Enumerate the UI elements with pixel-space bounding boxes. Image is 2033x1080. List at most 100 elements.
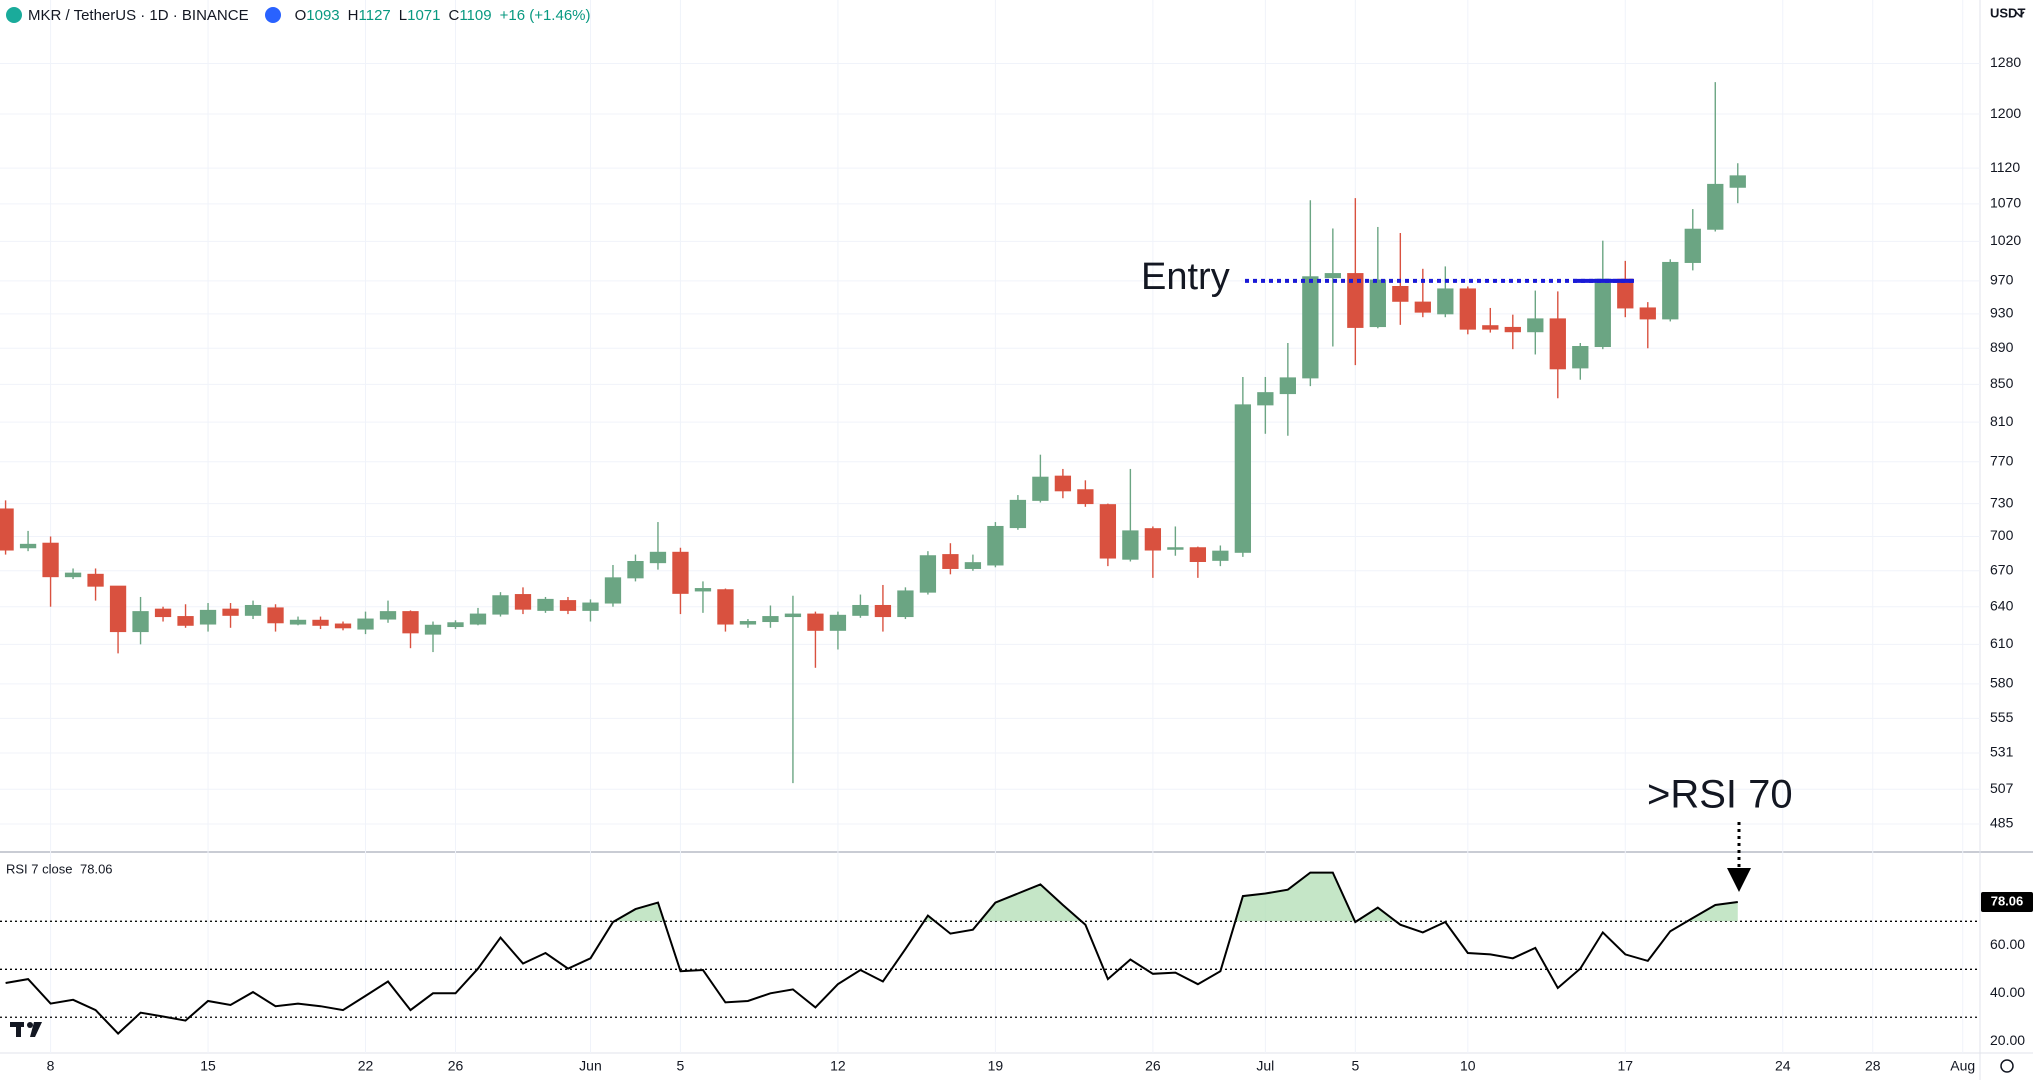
y-tick-label: 1200: [1990, 105, 2021, 121]
y-tick-label: 770: [1990, 452, 2014, 468]
y-tick-label: 930: [1990, 305, 2014, 321]
candle-body: [762, 616, 779, 623]
candle-body: [1617, 278, 1634, 309]
candle-body: [1662, 261, 1679, 320]
ohlc-label: H: [347, 6, 359, 24]
candle-body: [154, 608, 172, 618]
candle-body: [1639, 307, 1656, 320]
candle-body: [1414, 301, 1431, 313]
x-tick-label: 5: [677, 1058, 685, 1074]
candle-body: [0, 508, 14, 551]
x-tick-label: 22: [358, 1058, 374, 1074]
candle-body: [64, 572, 82, 578]
y-tick-label: 1070: [1990, 195, 2021, 211]
candle-body: [649, 551, 667, 564]
x-tick-label: 10: [1460, 1058, 1476, 1074]
candle-body: [807, 613, 824, 631]
candle-body: [289, 619, 307, 625]
candle-body: [492, 595, 509, 615]
candle-body: [312, 619, 329, 626]
ohlc-item: C1109: [448, 7, 491, 24]
candle-body: [987, 525, 1004, 566]
symbol-icon: [6, 7, 22, 23]
symbol-title[interactable]: MKR / TetherUS · 1D · BINANCE: [28, 6, 249, 24]
rsi-title: RSI 7 close: [6, 861, 72, 876]
rsi-current-value: 78.06: [80, 861, 113, 876]
ohlc-label: C: [448, 6, 460, 24]
x-tick-label: 17: [1617, 1058, 1633, 1074]
y-tick-label: 700: [1990, 527, 2014, 543]
candle-body: [87, 573, 104, 587]
candle-body: [852, 604, 869, 616]
candle-body: [267, 607, 284, 624]
candle-body: [1527, 318, 1544, 333]
candle-body: [1347, 273, 1364, 328]
settings-icon[interactable]: [2000, 1059, 2014, 1073]
tv-logo: [10, 1022, 42, 1037]
ohlc-values: O1093 H1127 L1071 C1109 +16 (+1.46%): [295, 7, 591, 24]
x-tick-label: 24: [1775, 1058, 1791, 1074]
y-tick-label: 730: [1990, 494, 2014, 510]
rsi-tick-label: 20.00: [1990, 1032, 2025, 1048]
y-tick-label: 850: [1990, 375, 2014, 391]
candle-body: [244, 604, 262, 616]
candle-body: [1189, 547, 1207, 562]
ohlc-label: L: [398, 6, 408, 24]
candle-body: [447, 622, 464, 628]
y-tick-label: 970: [1990, 272, 2014, 288]
candle-body: [604, 577, 622, 604]
ohlc-value: 1127: [358, 6, 391, 24]
candle-body: [739, 621, 757, 625]
candle-body: [1572, 346, 1589, 369]
candle-body: [132, 611, 149, 633]
candle-body: [469, 613, 487, 625]
rsi-value-tag: [1981, 891, 2033, 912]
candle-body: [1009, 499, 1027, 529]
candle-body: [1099, 504, 1117, 559]
legend-header: MKR / TetherUS · 1D · BINANCE O1093 H1127…: [6, 4, 591, 26]
y-tick-label: 810: [1990, 413, 2014, 429]
ohlc-value: 1109: [459, 6, 492, 24]
candle-body: [1144, 528, 1162, 551]
candle-body: [1392, 285, 1409, 302]
candle-body: [1437, 288, 1454, 315]
x-tick-label: Aug: [1950, 1058, 1975, 1074]
currency-label[interactable]: USDT: [1990, 5, 2025, 20]
x-tick-label: 26: [1145, 1058, 1161, 1074]
candle-body: [1729, 175, 1746, 188]
price-change: +16 (+1.46%): [499, 6, 591, 24]
rsi-line: [5, 871, 1738, 1036]
candle-body: [582, 602, 599, 611]
rsi-tick-label: 40.00: [1990, 984, 2025, 1000]
ohlc-item: H1127: [348, 7, 391, 24]
y-tick-label: 580: [1990, 675, 2014, 691]
x-tick-label: 26: [448, 1058, 464, 1074]
candle-body: [717, 589, 734, 625]
rsi-value-tag-text: 78.06: [1991, 893, 2024, 908]
candle-body: [1459, 288, 1476, 330]
y-tick-label: 555: [1990, 709, 2014, 725]
candle-body: [1594, 278, 1611, 348]
candle-body: [199, 609, 217, 625]
candle-body: [897, 590, 914, 618]
x-tick-label: 19: [988, 1058, 1004, 1074]
candle-body: [357, 618, 374, 630]
candle-body: [942, 554, 959, 569]
candle-body: [1302, 276, 1319, 379]
x-tick-label: 12: [830, 1058, 846, 1074]
ohlc-value: 1071: [407, 6, 441, 24]
candle-body: [402, 611, 419, 634]
x-tick-label: 15: [200, 1058, 216, 1074]
candle-body: [1077, 489, 1094, 505]
rsi-annotation: >RSI 70: [1647, 773, 1793, 817]
x-tick-label: Jun: [579, 1058, 602, 1074]
replay-icon[interactable]: [264, 7, 281, 23]
y-tick-label: 890: [1990, 339, 2014, 355]
candle-body: [177, 616, 194, 626]
ohlc-value: 1093: [306, 6, 340, 24]
candle-body: [109, 585, 127, 633]
candle-body: [784, 613, 802, 618]
y-tick-label: 670: [1990, 562, 2014, 578]
ohlc-item: O1093: [295, 7, 340, 24]
candle-body: [1032, 476, 1049, 501]
